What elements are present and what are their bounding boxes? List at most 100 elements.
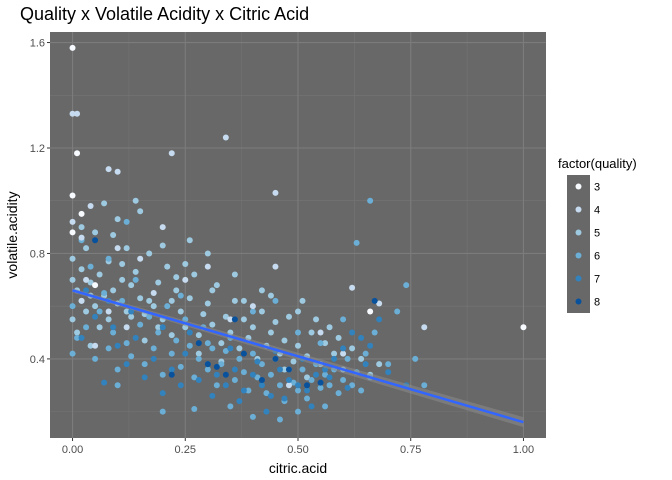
legend-key-4 [575,206,582,213]
legend-label-5: 5 [594,228,600,240]
data-point-quality-5 [204,250,211,257]
data-point-quality-5 [231,297,238,304]
data-point-quality-6 [69,350,76,357]
data-point-quality-5 [290,358,297,365]
data-point-quality-7 [376,316,383,323]
data-point-quality-6 [195,355,202,362]
data-point-quality-5 [78,224,85,231]
data-point-quality-8 [168,371,175,378]
data-point-quality-7 [344,384,351,391]
data-point-quality-5 [218,340,225,347]
data-point-quality-5 [285,313,292,320]
data-point-quality-5 [308,329,315,336]
data-point-quality-3 [367,308,374,315]
data-point-quality-8 [231,316,238,323]
data-point-quality-5 [249,324,256,331]
data-point-quality-5 [114,216,121,223]
data-point-quality-6 [173,337,180,344]
data-point-quality-7 [240,387,247,394]
data-point-quality-6 [222,348,229,354]
data-point-quality-7 [177,382,184,389]
legend-label-3: 3 [594,182,600,194]
data-point-quality-7 [159,390,166,397]
data-point-quality-5 [236,345,243,352]
data-point-quality-3 [92,282,99,289]
data-point-quality-7 [123,361,130,368]
data-point-quality-5 [123,308,130,315]
data-point-quality-5 [110,232,117,238]
data-point-quality-6 [362,350,369,357]
data-point-quality-5 [222,313,229,320]
data-point-quality-6 [105,255,112,262]
data-point-quality-7 [340,345,347,352]
data-point-quality-6 [335,390,342,397]
data-point-quality-4 [272,189,279,196]
data-point-quality-5 [213,282,220,289]
data-point-quality-7 [150,355,157,362]
data-point-quality-6 [150,345,157,352]
x-axis-ticks: 0.00 0.25 0.50 0.75 1.00 [62,438,534,456]
data-point-quality-5 [209,321,216,328]
data-point-quality-6 [295,408,301,415]
data-point-quality-6 [371,329,378,336]
legend-key-6 [575,252,582,259]
data-point-quality-5 [299,297,306,304]
data-point-quality-7 [222,382,229,389]
data-point-quality-6 [240,369,247,376]
data-point-quality-4 [272,263,279,270]
data-point-quality-6 [276,416,283,423]
data-point-quality-5 [87,279,94,286]
data-point-quality-7 [308,403,315,410]
data-point-quality-5 [326,324,333,331]
data-point-quality-7 [195,377,202,383]
data-point-quality-6 [421,382,428,389]
data-point-quality-7 [186,329,193,336]
data-point-quality-8 [204,361,211,368]
data-point-quality-6 [326,382,333,389]
data-point-quality-7 [249,371,256,378]
data-point-quality-4 [285,382,292,389]
data-point-quality-3 [69,229,76,236]
legend-label-6: 6 [594,251,600,263]
data-point-quality-6 [295,387,301,394]
data-point-quality-4 [249,303,256,310]
data-point-quality-5 [258,287,265,294]
data-point-quality-5 [358,355,365,362]
data-point-quality-6 [141,361,148,368]
data-point-quality-8 [195,340,202,347]
data-point-quality-6 [204,366,211,373]
data-point-quality-5 [105,316,112,323]
data-point-quality-8 [213,363,220,370]
data-point-quality-4 [69,110,76,117]
data-point-quality-5 [137,208,144,215]
data-point-quality-7 [159,324,166,331]
data-point-quality-5 [281,337,288,344]
data-point-quality-6 [358,387,365,394]
data-point-quality-5 [173,287,180,294]
data-point-quality-4 [340,350,347,357]
data-point-quality-6 [290,379,297,386]
data-point-quality-8 [240,350,247,357]
data-point-quality-4 [182,276,189,283]
data-point-quality-5 [69,255,76,262]
data-point-quality-6 [204,340,211,347]
data-point-quality-5 [231,271,238,278]
data-point-quality-5 [295,342,301,349]
data-point-quality-5 [168,297,175,304]
trend-line-group [72,288,524,428]
data-point-quality-6 [164,303,171,310]
data-point-quality-6 [272,297,279,304]
data-point-quality-4 [376,300,383,307]
legend-label-8: 8 [594,297,600,309]
data-points [69,44,527,423]
data-point-quality-7 [263,408,270,415]
data-point-quality-7 [110,324,117,331]
data-point-quality-7 [254,358,261,365]
data-point-quality-6 [249,350,256,357]
data-point-quality-5 [101,200,108,207]
data-point-quality-6 [128,353,135,360]
data-point-quality-6 [105,345,112,352]
data-point-quality-5 [69,276,76,283]
data-point-quality-5 [110,287,117,294]
data-point-quality-6 [276,382,283,389]
